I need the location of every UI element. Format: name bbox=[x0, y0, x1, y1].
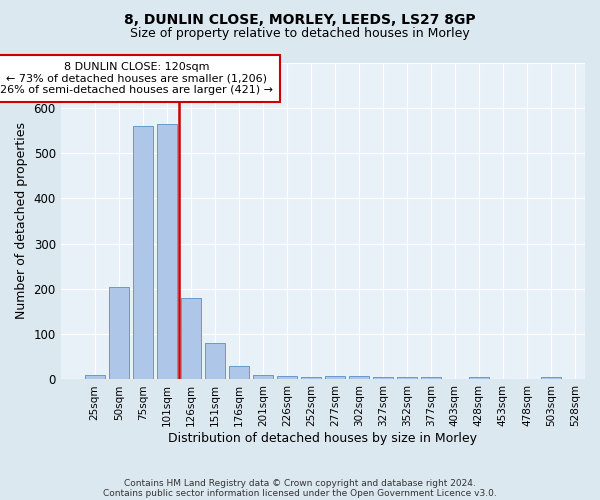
Text: Contains public sector information licensed under the Open Government Licence v3: Contains public sector information licen… bbox=[103, 488, 497, 498]
Text: Size of property relative to detached houses in Morley: Size of property relative to detached ho… bbox=[130, 28, 470, 40]
Bar bbox=[205, 343, 225, 380]
Bar bbox=[325, 376, 345, 380]
Bar bbox=[253, 375, 273, 380]
Bar bbox=[157, 124, 177, 380]
Bar bbox=[301, 377, 321, 380]
Text: Contains HM Land Registry data © Crown copyright and database right 2024.: Contains HM Land Registry data © Crown c… bbox=[124, 478, 476, 488]
Bar bbox=[85, 375, 105, 380]
Bar bbox=[421, 377, 441, 380]
Bar bbox=[133, 126, 153, 380]
Bar bbox=[373, 377, 393, 380]
Text: 8, DUNLIN CLOSE, MORLEY, LEEDS, LS27 8GP: 8, DUNLIN CLOSE, MORLEY, LEEDS, LS27 8GP bbox=[124, 12, 476, 26]
Y-axis label: Number of detached properties: Number of detached properties bbox=[15, 122, 28, 320]
Bar bbox=[277, 376, 297, 380]
Bar bbox=[181, 298, 201, 380]
Bar bbox=[541, 377, 561, 380]
Bar bbox=[109, 286, 129, 380]
Bar bbox=[229, 366, 249, 380]
Text: 8 DUNLIN CLOSE: 120sqm
← 73% of detached houses are smaller (1,206)
26% of semi-: 8 DUNLIN CLOSE: 120sqm ← 73% of detached… bbox=[0, 62, 273, 95]
Bar bbox=[349, 376, 369, 380]
X-axis label: Distribution of detached houses by size in Morley: Distribution of detached houses by size … bbox=[169, 432, 478, 445]
Bar bbox=[469, 377, 489, 380]
Bar bbox=[397, 377, 417, 380]
